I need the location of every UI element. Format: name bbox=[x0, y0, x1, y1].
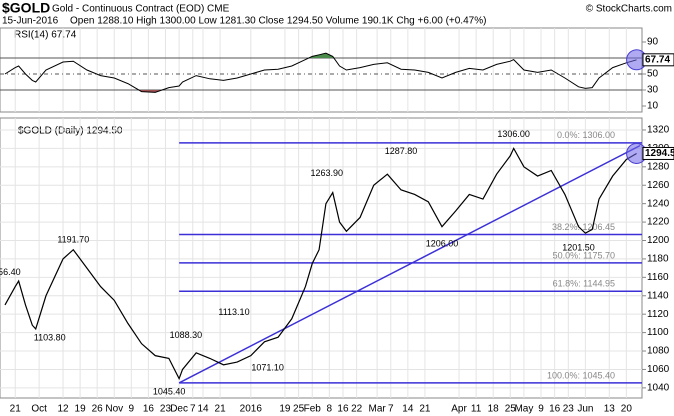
rsi-line bbox=[4, 52, 637, 93]
y-tick-label: 1220 bbox=[647, 217, 670, 228]
overbought-fill bbox=[5, 53, 637, 58]
x-tick-label: 7 bbox=[190, 404, 196, 415]
x-tick-label: 9 bbox=[538, 404, 544, 415]
last-value-label: 67.74 bbox=[645, 54, 670, 65]
x-tick-label: 8 bbox=[327, 404, 333, 415]
annotation-label: 1045.40 bbox=[153, 386, 186, 396]
x-tick-label: 2016 bbox=[240, 404, 263, 415]
quote: Open 1288.10 High 1300.00 Low 1281.30 Cl… bbox=[70, 16, 486, 27]
x-tick-label: Jun bbox=[577, 404, 593, 415]
y-tick-label: 90 bbox=[647, 37, 659, 48]
x-tick-label: May bbox=[514, 404, 533, 415]
x-tick-label: 20 bbox=[621, 404, 633, 415]
x-tick-label: 12 bbox=[57, 404, 69, 415]
x-tick-label: 7 bbox=[388, 404, 394, 415]
annotation-label: 1191.70 bbox=[57, 235, 89, 245]
y-tick-label: 1140 bbox=[647, 290, 669, 301]
x-tick-label: Oct bbox=[31, 404, 47, 415]
annotation-label: 1088.30 bbox=[170, 330, 203, 340]
rsi-panel bbox=[0, 27, 643, 113]
annotation-label: 1113.10 bbox=[218, 307, 249, 317]
x-tick-label: Feb bbox=[304, 404, 322, 415]
x-tick-label: 16 bbox=[337, 404, 349, 415]
price-line bbox=[4, 147, 637, 381]
fib-label: 100.0%: 1045.40 bbox=[547, 370, 615, 380]
price-title: $GOLD (Daily) 1294.50 bbox=[18, 126, 123, 137]
y-tick-label: 1100 bbox=[647, 327, 669, 338]
fib-label: 50.0%: 1175.70 bbox=[553, 250, 615, 260]
last-value-box bbox=[642, 146, 674, 160]
x-tick-label: 19 bbox=[75, 404, 87, 415]
x-tick-label: 23 bbox=[563, 404, 575, 415]
x-tick-label: Mar bbox=[369, 404, 387, 415]
annotation-label: 1287.80 bbox=[385, 146, 418, 156]
x-tick-label: Nov bbox=[105, 404, 123, 415]
x-tick-label: 18 bbox=[488, 404, 500, 415]
oversold-fill bbox=[5, 90, 637, 93]
instrument-name: Gold - Continuous Contract (EOD) CME bbox=[52, 4, 230, 15]
y-tick-label: 50 bbox=[647, 69, 659, 80]
y-tick-label: 1280 bbox=[647, 161, 670, 172]
last-value-box bbox=[642, 53, 674, 67]
y-tick-label: 10 bbox=[647, 101, 659, 112]
annotation-label: 1071.10 bbox=[251, 363, 284, 373]
y-tick-label: 1260 bbox=[647, 180, 670, 191]
y-tick-label: 30 bbox=[647, 85, 659, 96]
y-tick-label: 1040 bbox=[647, 383, 670, 394]
x-tick-label: 14 bbox=[402, 404, 414, 415]
x-tick-label: 13 bbox=[604, 404, 616, 415]
x-tick-label: Dec bbox=[170, 404, 188, 415]
y-tick-label: 1080 bbox=[647, 346, 670, 357]
y-tick-label: 1160 bbox=[647, 272, 669, 283]
annotation-label: 1206.00 bbox=[426, 238, 459, 248]
x-tick-label: 21 bbox=[10, 404, 22, 415]
annotation-label: 1103.80 bbox=[34, 332, 66, 342]
x-tick-label: 26 bbox=[92, 404, 104, 415]
annotation-label: 1306.00 bbox=[497, 129, 530, 139]
rsi-title: RSI(14) 67.74 bbox=[14, 30, 77, 41]
x-tick-label: 16 bbox=[143, 404, 155, 415]
fib-label: 38.2%: 1206.45 bbox=[552, 222, 615, 232]
x-tick-label: Apr bbox=[451, 404, 467, 415]
fib-label: 0.0%: 1306.00 bbox=[557, 130, 615, 140]
x-tick-label: 16 bbox=[549, 404, 561, 415]
date: 15-Jun-2016 bbox=[2, 16, 59, 27]
trendline bbox=[178, 144, 641, 384]
annotation-label: 1263.90 bbox=[310, 168, 343, 178]
x-tick-label: 25 bbox=[505, 404, 517, 415]
x-tick-label: 22 bbox=[351, 404, 363, 415]
x-tick-label: 21 bbox=[419, 404, 431, 415]
fib-label: 61.8%: 1144.95 bbox=[553, 279, 615, 289]
y-tick-label: 1240 bbox=[647, 198, 670, 209]
last-value-label: 1294.5 bbox=[645, 148, 674, 159]
annotation-label: 1156.40 bbox=[0, 267, 21, 277]
y-tick-label: 1180 bbox=[647, 254, 669, 265]
x-tick-label: 23 bbox=[160, 404, 172, 415]
x-tick-label: 19 bbox=[279, 404, 291, 415]
x-tick-label: 9 bbox=[129, 404, 135, 415]
y-tick-label: 1320 bbox=[647, 125, 670, 136]
symbol: $GOLD bbox=[2, 0, 50, 16]
price-panel bbox=[0, 117, 643, 399]
x-tick-label: 21 bbox=[215, 404, 227, 415]
x-tick-label: 11 bbox=[471, 404, 482, 415]
x-tick-label: 25 bbox=[293, 404, 305, 415]
y-tick-label: 1120 bbox=[647, 309, 669, 320]
y-tick-label: 1200 bbox=[647, 235, 670, 246]
copyright: © StockCharts.com bbox=[586, 4, 672, 15]
annotation-label: 1201.50 bbox=[562, 242, 595, 252]
y-tick-label: 1060 bbox=[647, 364, 670, 375]
x-tick-label: 14 bbox=[197, 404, 209, 415]
